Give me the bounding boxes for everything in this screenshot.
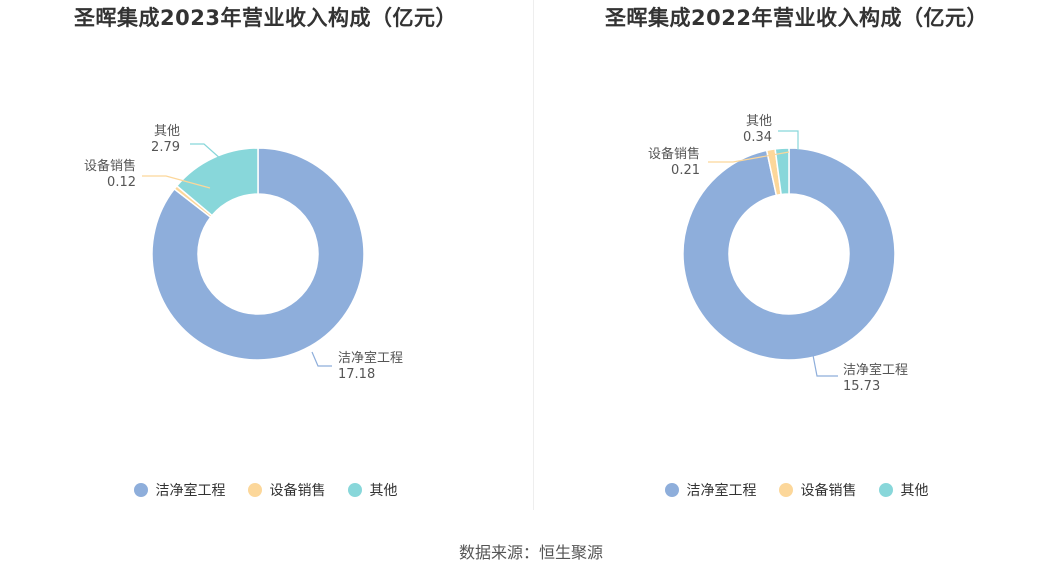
slice-label-category: 洁净室工程 [843,362,908,378]
legend-dot-equipment-sales [778,483,793,497]
legend-label: 洁净室工程 [686,483,757,499]
slice-clean-room[interactable] [151,147,365,361]
legend-label: 其他 [369,483,398,499]
chart-panel-2022: 圣晖集成2022年营业收入构成（亿元） 洁净室工程 15.73 设备销售 0.21 其他… [531,0,1062,515]
legend-item-other[interactable]: 其他 [347,480,398,500]
legend-item-clean-room[interactable]: 洁净室工程 [664,480,757,500]
legend-label: 设备销售 [800,483,857,499]
slice-label-value: 0.21 [671,163,700,178]
slice-other[interactable] [175,147,259,217]
slice-label-category: 其他 [746,114,772,129]
slice-label-value: 2.79 [151,140,180,155]
label-leader-line [778,130,799,150]
slice-label-value: 0.34 [743,130,772,145]
data-source-note: 数据来源：恒生聚源 [458,543,603,562]
slice-label-category: 其他 [154,124,180,139]
label-leader-line [708,151,790,163]
legend-2023: 洁净室工程 设备销售 其他 [0,480,531,500]
legend-label: 设备销售 [269,483,326,499]
legend-item-other[interactable]: 其他 [878,480,929,500]
slice-label-value: 15.73 [843,379,880,394]
legend-item-equipment-sales[interactable]: 设备销售 [247,480,326,500]
label-leader-line [142,175,211,189]
legend-item-clean-room[interactable]: 洁净室工程 [133,480,226,500]
slice-clean-room[interactable] [682,147,896,361]
chart-title-2022: 圣晖集成2022年营业收入构成（亿元） [605,6,988,30]
label-leader-line [311,351,332,367]
label-leader-line [190,143,223,161]
legend-dot-equipment-sales [247,483,262,497]
legend-dot-other [878,483,893,497]
slice-label-category: 设备销售 [648,146,700,162]
legend-dot-clean-room [664,483,679,497]
legend-label: 其他 [900,483,929,499]
chart-panel-2023: 圣晖集成2023年营业收入构成（亿元） 洁净室工程 17.18 设备销售 0.12 其他… [0,0,531,515]
legend-2022: 洁净室工程 设备销售 其他 [531,480,1062,500]
legend-dot-other [347,483,362,497]
slice-label-value: 0.12 [107,175,136,190]
slice-label-category: 洁净室工程 [338,350,403,366]
slice-label-category: 设备销售 [84,158,136,174]
legend-dot-clean-room [133,483,148,497]
chart-title-2023: 圣晖集成2023年营业收入构成（亿元） [74,6,457,30]
panel-divider [533,0,534,510]
label-leader-line [811,349,838,377]
slice-label-value: 17.18 [338,367,375,382]
legend-label: 洁净室工程 [155,483,226,499]
legend-item-equipment-sales[interactable]: 设备销售 [778,480,857,500]
slice-other[interactable] [774,147,790,196]
